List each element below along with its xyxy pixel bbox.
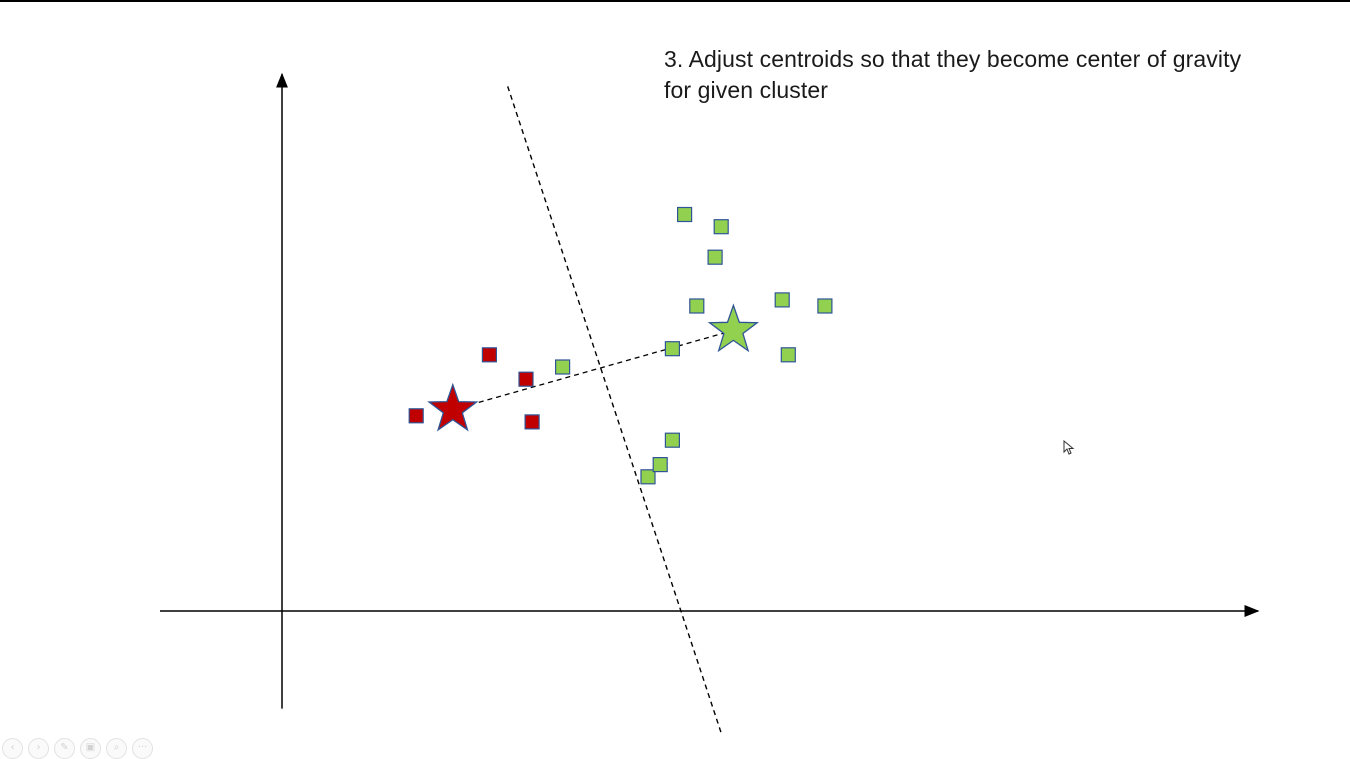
green-data-point	[640, 469, 656, 485]
red-centroid-star	[427, 382, 479, 432]
red-data-point	[524, 414, 540, 430]
pen-button[interactable]: ✎	[54, 737, 75, 759]
green-data-point	[689, 298, 705, 314]
red-data-point	[518, 371, 534, 387]
green-centroid-star	[707, 303, 760, 353]
slides-button[interactable]: ▣	[80, 737, 101, 759]
green-data-point	[713, 219, 729, 235]
green-data-point	[707, 249, 723, 265]
slide-title-line-2: for given cluster	[664, 77, 829, 103]
centroid-connector-line	[452, 329, 734, 411]
slide-title-line-1: 3. Adjust centroids so that they become …	[664, 46, 1242, 72]
more-icon: ···	[137, 742, 148, 753]
pen-icon: ✎	[60, 742, 69, 753]
red-data-point	[481, 347, 497, 363]
mouse-pointer-icon	[1063, 440, 1075, 455]
green-data-point	[652, 457, 668, 473]
red-data-point	[408, 408, 424, 424]
slides-icon: ▣	[85, 742, 96, 753]
more-options-button[interactable]: ···	[132, 737, 153, 759]
green-data-point	[676, 206, 693, 223]
green-data-point	[664, 341, 681, 357]
next-icon: ›	[36, 742, 41, 753]
presentation-toolbar: ‹ › ✎ ▣ ⌕ ···	[2, 737, 153, 759]
green-data-point	[664, 432, 681, 448]
prev-icon: ‹	[10, 742, 15, 753]
zoom-icon: ⌕	[113, 742, 120, 753]
green-data-point	[780, 347, 796, 363]
prev-slide-button[interactable]: ‹	[2, 737, 23, 759]
decision-boundary-line	[507, 86, 722, 734]
green-data-point	[774, 292, 790, 308]
slide-title: 3. Adjust centroids so that they become …	[664, 44, 1324, 106]
top-border	[0, 0, 1350, 2]
green-data-point	[554, 359, 571, 375]
next-slide-button[interactable]: ›	[28, 737, 49, 759]
green-data-point	[817, 298, 833, 314]
zoom-button[interactable]: ⌕	[106, 737, 127, 759]
